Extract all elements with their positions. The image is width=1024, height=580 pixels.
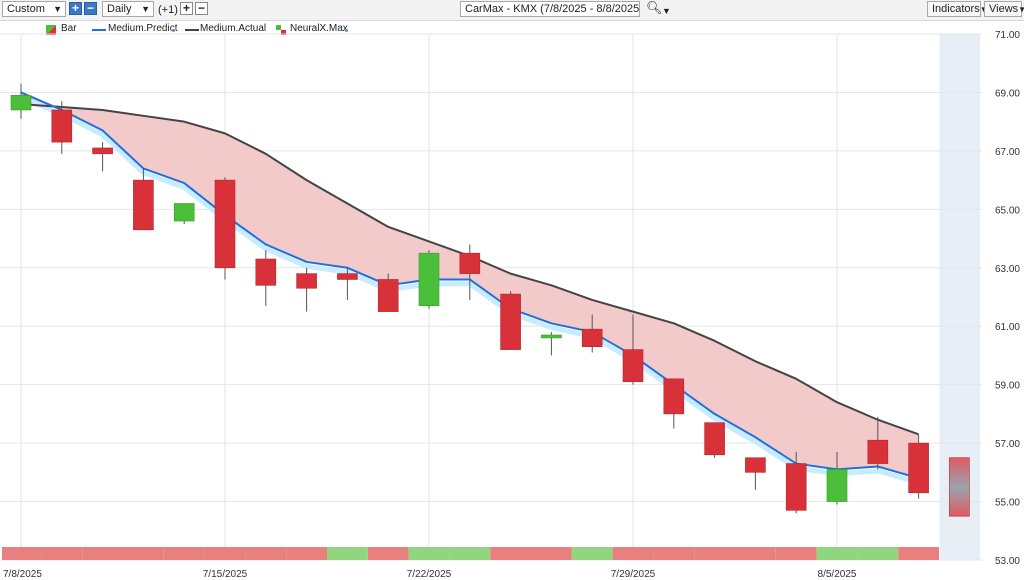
x-tick-label: 7/29/2025 — [611, 569, 656, 580]
candle-body — [745, 457, 766, 473]
price-chart[interactable]: 71.00 69.00 67.00 65.00 63.00 61.00 59.00 57.00… — [0, 20, 1024, 580]
symbol-title[interactable]: CarMax - KMX (7/8/2025 - 8/8/2025) — [460, 1, 640, 17]
legend-actual-label: Medium.Actual — [200, 23, 267, 34]
dot-icon — [345, 29, 348, 32]
signal-strip-cell — [123, 547, 164, 560]
y-tick-label: 65.00 — [995, 205, 1020, 216]
range-select-value: Custom — [7, 3, 45, 15]
y-tick-label: 55.00 — [995, 498, 1020, 509]
x-tick-label: 7/15/2025 — [203, 569, 248, 580]
candle-body — [255, 258, 277, 286]
range-select[interactable]: Custom ▼ — [2, 1, 66, 17]
candle-body — [214, 179, 236, 269]
chevron-down-icon[interactable]: ▼ — [662, 6, 671, 16]
signal-strip-cell — [408, 547, 450, 560]
zoom-in-button[interactable]: + — [69, 2, 82, 15]
predict-legend-icon — [92, 29, 106, 31]
signal-strip-cell — [775, 547, 817, 560]
legend-predict-label: Medium.Predict — [108, 23, 178, 34]
signal-strip-cell — [898, 547, 939, 560]
y-tick-label: 63.00 — [995, 264, 1020, 275]
signal-strip-cell — [653, 547, 695, 560]
signal-strip-cell — [204, 547, 246, 560]
signal-strip-cell — [449, 547, 491, 560]
signal-strip-cell — [327, 547, 368, 560]
candle-body — [785, 463, 807, 511]
candle-body — [173, 203, 195, 222]
signal-strip-cell — [286, 547, 327, 560]
signal-strip-cell — [612, 547, 654, 560]
candle-body — [92, 147, 113, 155]
offset-plus-button[interactable]: + — [180, 2, 193, 15]
signal-strip-cell — [735, 547, 776, 560]
search-icon[interactable]: 🔍︎ — [646, 0, 663, 15]
candle-body — [296, 273, 317, 289]
neuralx-legend-icon — [276, 25, 286, 35]
toolbar: Custom ▼ + − Daily ▼ (+1) + − CarMax - K… — [0, 0, 1024, 21]
chevron-down-icon: ▼ — [980, 5, 988, 14]
indicators-button[interactable]: Indicators▼ — [927, 1, 988, 17]
y-tick-label: 67.00 — [995, 147, 1020, 158]
x-tick-label: 8/5/2025 — [818, 569, 857, 580]
signal-strip-cell — [82, 547, 123, 560]
signal-strip-cell — [41, 547, 83, 560]
legend-bar-label: Bar — [61, 23, 77, 34]
x-tick-label: 7/8/2025 — [3, 569, 42, 580]
signal-strip-cell — [490, 547, 531, 560]
candle-body — [337, 273, 358, 280]
candle-body — [908, 442, 929, 494]
signal-strip-cell — [2, 547, 42, 560]
signal-strip-cell — [816, 547, 858, 560]
signal-strip-cell — [694, 547, 735, 560]
candle-body — [826, 469, 848, 502]
candle-body — [133, 179, 154, 231]
x-tick-label: 7/22/2025 — [407, 569, 452, 580]
views-button[interactable]: Views▼ — [984, 1, 1024, 17]
candle-body — [377, 279, 399, 312]
candle-body — [500, 293, 521, 350]
offset-label: (+1) — [158, 4, 178, 16]
prediction-band — [21, 92, 919, 479]
symbol-title-text: CarMax - KMX (7/8/2025 - 8/8/2025) — [465, 3, 640, 15]
candle-body — [418, 252, 440, 307]
y-tick-label: 71.00 — [995, 30, 1020, 41]
legend-neuralx-label: NeuralX.Max — [290, 23, 348, 34]
candle-body — [541, 334, 562, 339]
zoom-out-button[interactable]: − — [84, 2, 97, 15]
period-select-value: Daily — [107, 3, 132, 15]
signal-strip-cell — [531, 547, 572, 560]
chevron-down-icon: ▼ — [53, 4, 62, 14]
candle-body — [10, 95, 32, 111]
candle-body — [581, 328, 603, 347]
y-tick-label: 57.00 — [995, 439, 1020, 450]
offset-minus-button[interactable]: − — [195, 2, 208, 15]
indicators-label: Indicators — [932, 3, 980, 15]
y-tick-label: 59.00 — [995, 381, 1020, 392]
candle-body — [622, 349, 644, 383]
y-tick-label: 61.00 — [995, 322, 1020, 333]
chevron-down-icon: ▼ — [141, 4, 150, 14]
signal-strip-cell — [857, 547, 899, 560]
signal-strip-cell — [571, 547, 613, 560]
y-tick-label: 69.00 — [995, 88, 1020, 99]
views-label: Views — [989, 3, 1019, 15]
signal-strip-cell — [245, 547, 287, 560]
signal-strip-cell — [163, 547, 205, 560]
period-select[interactable]: Daily ▼ — [102, 1, 154, 17]
candle-body — [704, 422, 725, 456]
candle-body — [459, 252, 481, 274]
dot-icon — [172, 29, 175, 32]
candle-body — [867, 439, 889, 464]
candle-body — [51, 109, 73, 143]
y-tick-label: 53.00 — [995, 556, 1020, 567]
signal-strip-cell — [367, 547, 409, 560]
actual-legend-icon — [185, 29, 199, 31]
chevron-down-icon: ▼ — [1018, 5, 1024, 14]
bar-legend-icon — [46, 25, 56, 35]
forecast-range-box — [949, 457, 970, 517]
candle-body — [663, 378, 685, 415]
